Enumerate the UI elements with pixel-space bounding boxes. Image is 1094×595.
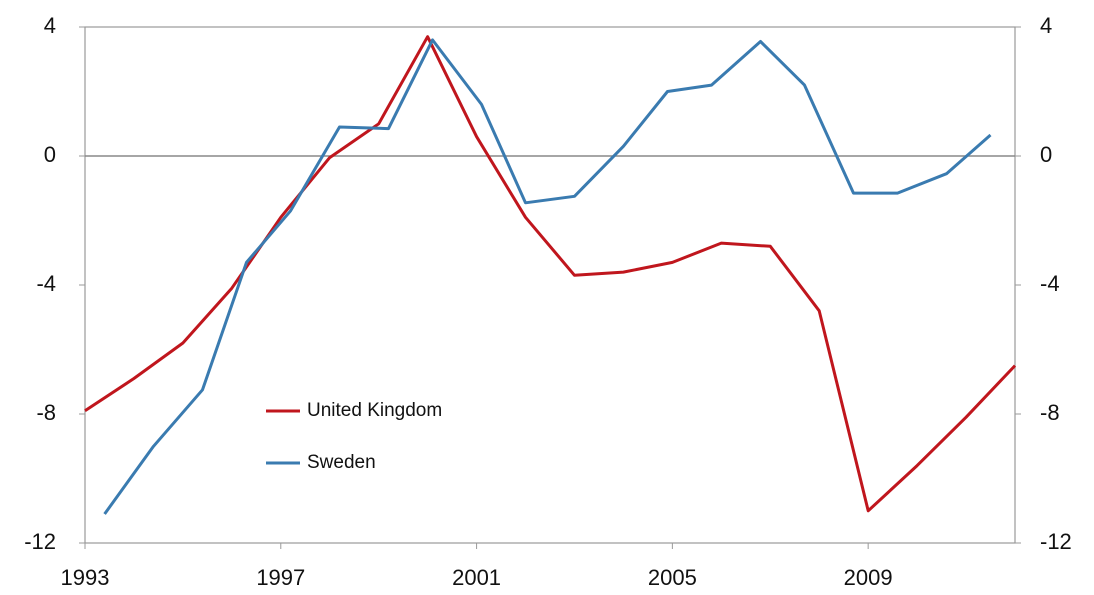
series-line [84,35,1017,513]
x-tick-label: 2001 [452,565,501,590]
y2-tick-label: -4 [1040,271,1060,296]
x-tick-label: 2005 [648,565,697,590]
y-tick-label: -8 [36,400,56,425]
x-tick-label: 2009 [844,565,893,590]
y2-tick-label: -8 [1040,400,1060,425]
legend-label: United Kingdom [307,400,442,421]
y-tick-label: 4 [44,13,56,38]
y2-tick-label: 0 [1040,142,1052,167]
x-tick-label: 1997 [256,565,305,590]
y2-tick-label: 4 [1040,13,1052,38]
y-tick-label: -12 [24,529,56,554]
y2-tick-label: -12 [1040,529,1072,554]
y-tick-label: 0 [44,142,56,167]
plot-frame [84,26,1016,544]
series-line [103,38,992,515]
y-tick-label: -4 [36,271,56,296]
legend: United Kingdom Sweden [266,400,442,473]
legend-label: Sweden [307,452,376,473]
x-tick-label: 1993 [61,565,110,590]
